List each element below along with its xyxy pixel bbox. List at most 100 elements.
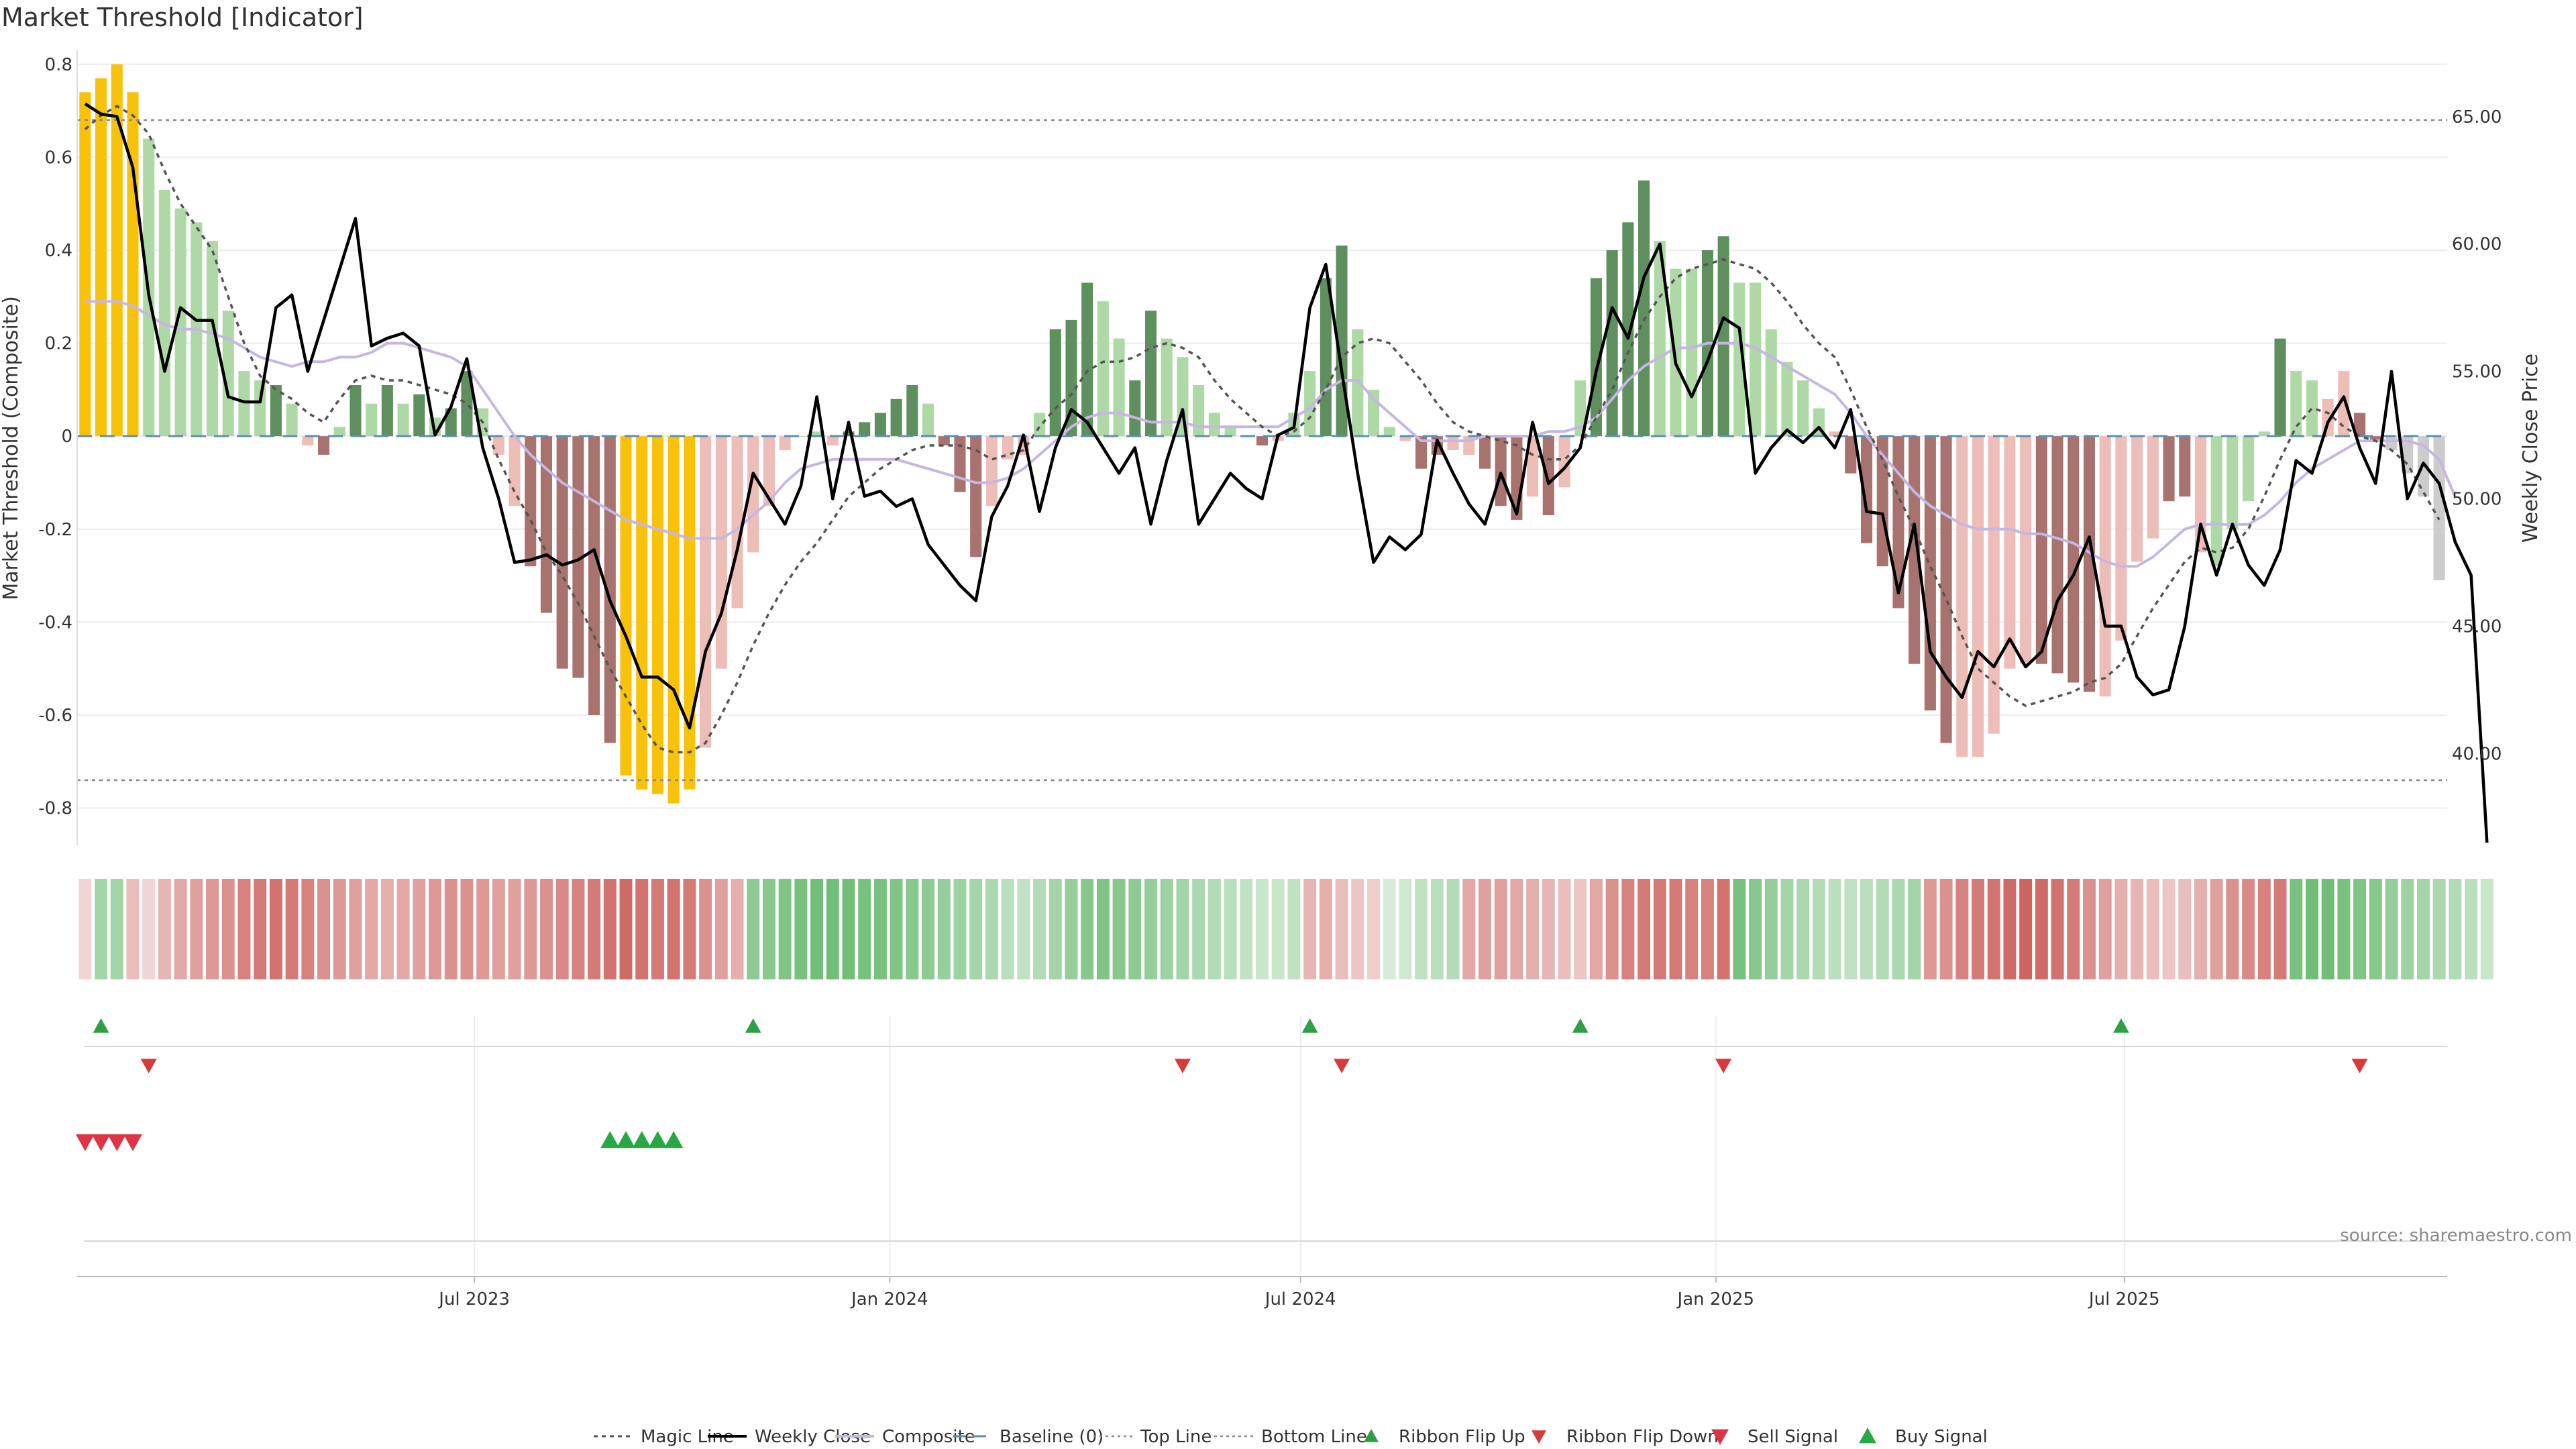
ribbon-cell — [1224, 879, 1237, 979]
composite-bar — [111, 64, 123, 437]
composite-bar — [1860, 436, 1873, 543]
ribbon-cell — [1081, 879, 1094, 979]
composite-bar — [1447, 436, 1459, 450]
ribbon-cell — [1972, 879, 1984, 979]
ribbon-cell — [2480, 879, 2493, 979]
ribbon-cell — [2449, 879, 2462, 979]
ribbon-cell — [922, 879, 935, 979]
ribbon-cell — [460, 879, 474, 979]
ribbon-cell — [985, 879, 998, 979]
ribbon-cell — [2465, 879, 2478, 979]
buy-signal-marker — [648, 1131, 667, 1148]
composite-bar — [2083, 436, 2096, 692]
ribbon-cell — [1812, 879, 1825, 979]
ribbon-cell — [174, 879, 187, 979]
ribbon-cell — [317, 879, 331, 979]
ribbon-cell — [2131, 879, 2144, 979]
composite-bar — [1750, 282, 1762, 437]
composite-bar — [1527, 436, 1539, 497]
ribbon-cell — [2226, 879, 2239, 979]
composite-bar — [2099, 436, 2111, 697]
signal-panels — [75, 1018, 2447, 1242]
ribbon-cell — [2416, 879, 2430, 979]
ribbon-cell — [1017, 879, 1030, 979]
ribbon-cell — [890, 879, 903, 979]
ribbon-cell — [1558, 879, 1571, 979]
ribbon-cell — [1033, 879, 1046, 979]
composite-bar — [508, 436, 521, 506]
legend-swatch-flip-up — [1364, 1429, 1379, 1442]
composite-bar — [572, 436, 584, 678]
composite-bar — [381, 384, 393, 437]
composite-bar — [747, 436, 759, 553]
ribbon-cell — [1621, 879, 1635, 979]
composite-bar — [317, 436, 330, 455]
composite-bar — [492, 436, 504, 455]
composite-bar — [1495, 436, 1507, 506]
composite-bar — [445, 408, 457, 437]
composite-bar — [1940, 436, 1952, 743]
composite-bar — [1717, 236, 1729, 437]
composite-bar — [2051, 436, 2063, 674]
ribbon-cell — [1638, 879, 1651, 979]
composite-bar — [1845, 436, 1857, 474]
ribbon-cell — [1430, 879, 1444, 979]
y2-tick-label: 45.00 — [2452, 616, 2502, 637]
ribbon-flip-down-marker — [1174, 1059, 1191, 1073]
x-tick-label: Jul 2025 — [2088, 1289, 2160, 1309]
x-tick-label: Jan 2024 — [850, 1289, 928, 1309]
ribbon-flip-up-marker — [2112, 1018, 2129, 1033]
ribbon-cell — [221, 879, 235, 979]
composite-bar — [1399, 436, 1411, 441]
composite-bar — [413, 394, 425, 437]
composite-bar — [1542, 436, 1554, 515]
composite-bar — [906, 384, 918, 437]
composite-bar — [79, 92, 91, 437]
legend-label-flipdown: Ribbon Flip Down — [1566, 1427, 1719, 1447]
ribbon-cell — [699, 879, 712, 979]
composite-bar — [684, 436, 696, 790]
ribbon-cell — [667, 879, 680, 979]
legend-swatch-buy — [1859, 1428, 1876, 1444]
ribbon-cell — [2385, 879, 2398, 979]
ribbon-cell — [1160, 879, 1173, 979]
composite-bar — [1479, 436, 1491, 469]
composite-bar — [302, 436, 314, 446]
ribbon-cell — [237, 879, 251, 979]
composite-bar — [620, 436, 632, 776]
composite-bar — [1606, 250, 1618, 437]
ribbon-cell — [2321, 879, 2334, 979]
ribbon-cell — [842, 879, 855, 979]
x-axis: Jul 2023 Jan 2024 Jul 2024 Jan 2025 Jul 2025 — [77, 1276, 2447, 1309]
ribbon-cell — [1749, 879, 1762, 979]
legend-label-baseline: Baseline (0) — [1000, 1427, 1104, 1447]
ribbon-cell — [476, 879, 490, 979]
ribbon-cell — [1351, 879, 1364, 979]
composite-bar — [2306, 380, 2318, 437]
ribbon-cell — [1908, 879, 1921, 979]
ribbon-cell — [1128, 879, 1142, 979]
ribbon-cell — [2019, 879, 2033, 979]
ribbon-cell — [508, 879, 521, 979]
ribbon — [78, 879, 2493, 979]
composite-bar — [2210, 436, 2222, 567]
composite-bar — [795, 436, 807, 437]
ribbon-cell — [285, 879, 299, 979]
composite-bar — [938, 436, 950, 446]
y-tick-label: -0.4 — [38, 612, 72, 633]
ribbon-cell — [1653, 879, 1666, 979]
ribbon-cell — [95, 879, 108, 979]
ribbon-flip-up-marker — [745, 1018, 761, 1033]
buy-signal-marker — [632, 1131, 651, 1148]
ribbon-cell — [1462, 879, 1476, 979]
composite-bar — [1034, 413, 1046, 437]
ribbon-cell — [1574, 879, 1587, 979]
composite-bar — [397, 403, 409, 437]
composite-bar — [1383, 427, 1395, 437]
y2-tick-label: 55.00 — [2452, 362, 2502, 382]
ribbon-cell — [1733, 879, 1746, 979]
composite-bar — [2035, 436, 2047, 664]
composite-bar — [2147, 436, 2159, 539]
composite-bar — [2354, 413, 2366, 437]
composite-bar — [1797, 380, 1809, 437]
